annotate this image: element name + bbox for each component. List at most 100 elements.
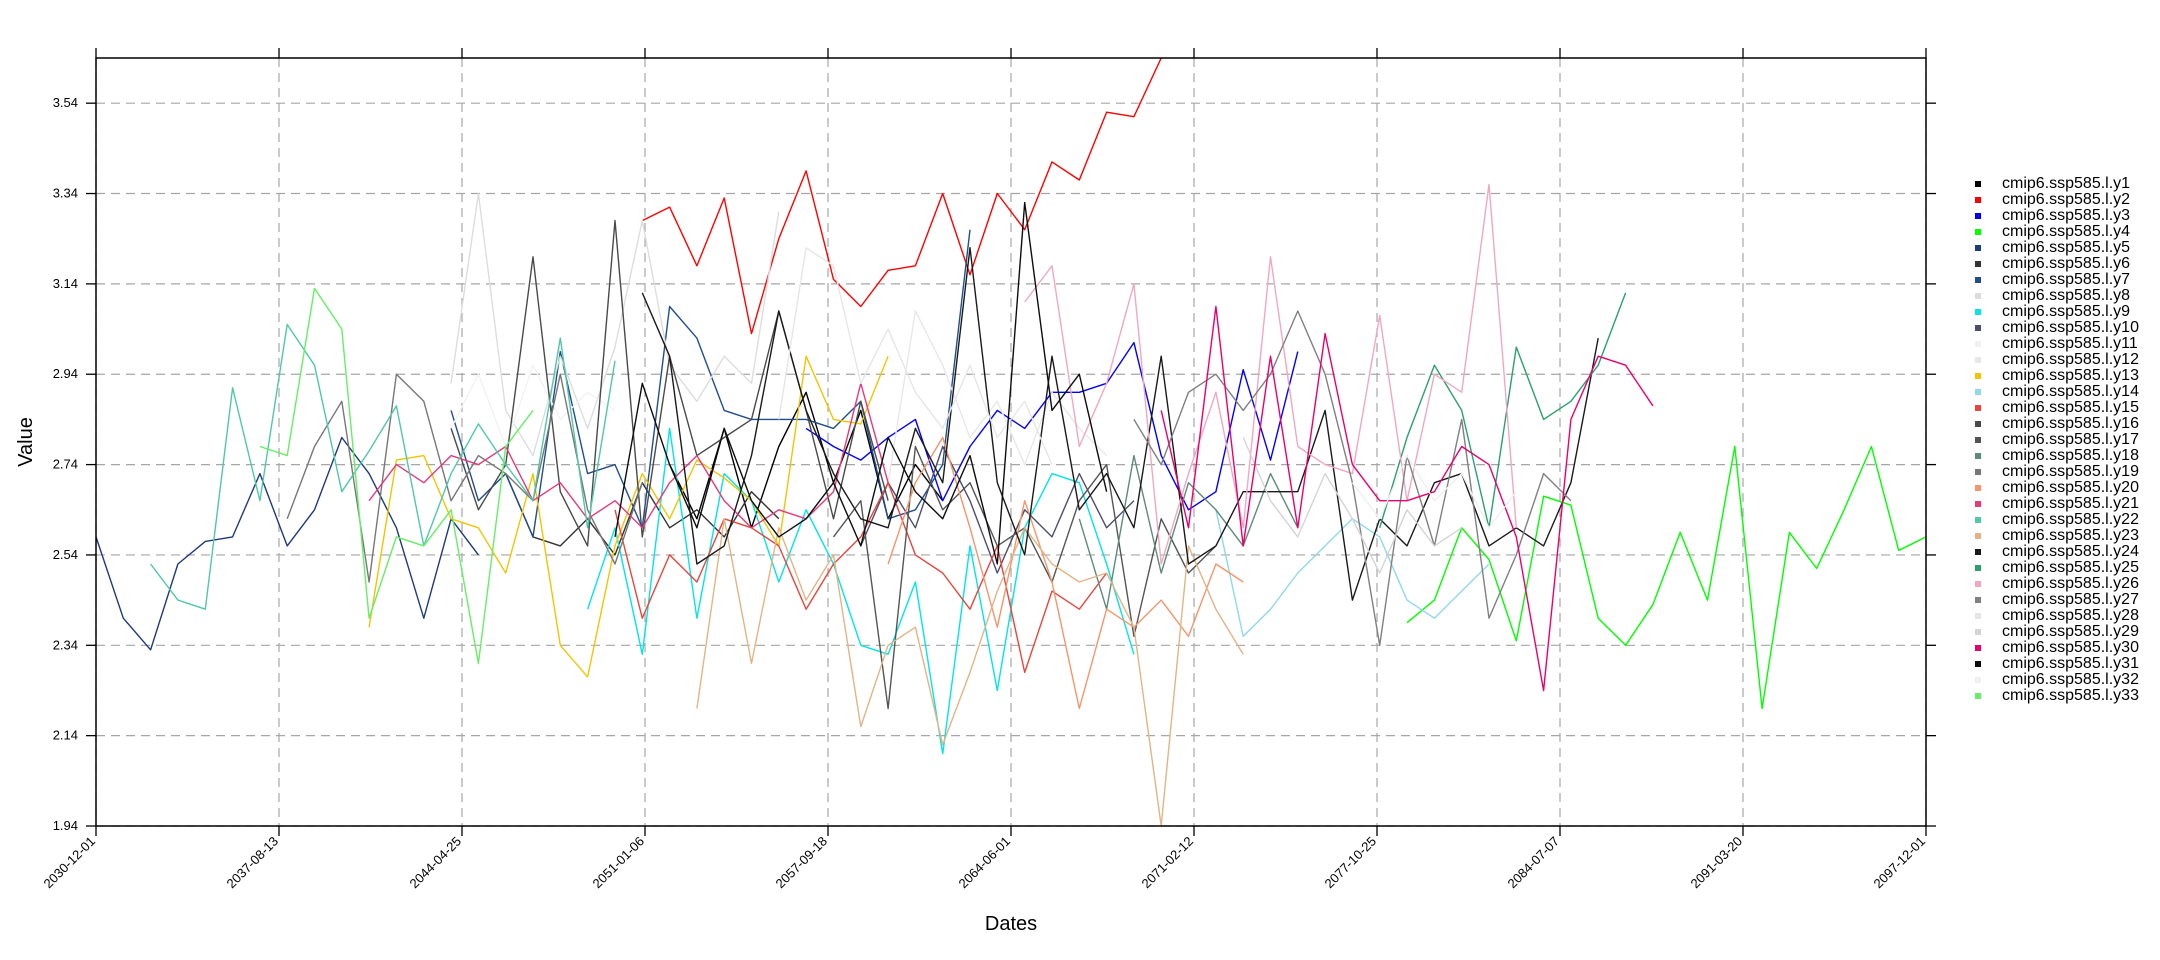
legend-swatch bbox=[1975, 501, 1981, 507]
legend-swatch bbox=[1975, 485, 1981, 491]
series-line-y32 bbox=[1351, 454, 1517, 529]
legend-swatch bbox=[1975, 405, 1981, 411]
legend-swatch bbox=[1975, 277, 1981, 283]
series-line-y20 bbox=[887, 436, 1244, 710]
legend-label: cmip6.ssp585.l.y8 bbox=[2002, 287, 2130, 304]
legend: cmip6.ssp585.l.y1cmip6.ssp585.l.y2cmip6.… bbox=[1975, 175, 2139, 704]
legend-label: cmip6.ssp585.l.y24 bbox=[2002, 543, 2139, 560]
legend-label: cmip6.ssp585.l.y5 bbox=[2002, 239, 2130, 256]
legend-swatch bbox=[1975, 453, 1981, 459]
legend-swatch bbox=[1975, 661, 1981, 667]
legend-label: cmip6.ssp585.l.y9 bbox=[2002, 303, 2130, 320]
legend-label: cmip6.ssp585.l.y18 bbox=[2002, 447, 2139, 464]
series-line-y2 bbox=[641, 58, 1162, 335]
series-line-y25 bbox=[1379, 292, 1627, 529]
legend-label: cmip6.ssp585.l.y15 bbox=[2002, 399, 2139, 416]
y-tick-label: 2.34 bbox=[53, 637, 78, 652]
y-tick-label: 1.94 bbox=[53, 818, 78, 833]
series-line-y30 bbox=[1160, 305, 1654, 692]
series-line-y8 bbox=[450, 192, 780, 457]
legend-label: cmip6.ssp585.l.y25 bbox=[2002, 559, 2139, 576]
legend-label: cmip6.ssp585.l.y6 bbox=[2002, 255, 2130, 272]
legend-swatch bbox=[1975, 677, 1981, 683]
legend-swatch bbox=[1975, 261, 1981, 267]
legend-label: cmip6.ssp585.l.y29 bbox=[2002, 623, 2139, 640]
legend-label: cmip6.ssp585.l.y32 bbox=[2002, 671, 2139, 688]
legend-label: cmip6.ssp585.l.y2 bbox=[2002, 191, 2130, 208]
legend-swatch bbox=[1975, 213, 1981, 219]
series-line-y33 bbox=[259, 287, 534, 665]
legend-swatch bbox=[1975, 229, 1981, 235]
legend-label: cmip6.ssp585.l.y3 bbox=[2002, 207, 2130, 224]
series-line-y19 bbox=[286, 373, 643, 583]
series-line-y13 bbox=[368, 355, 889, 678]
y-tick-label: 2.94 bbox=[53, 366, 78, 381]
x-axis-title: Dates bbox=[985, 913, 1037, 935]
legend-label: cmip6.ssp585.l.y10 bbox=[2002, 319, 2139, 336]
legend-label: cmip6.ssp585.l.y21 bbox=[2002, 495, 2139, 512]
legend-swatch bbox=[1975, 437, 1981, 443]
legend-swatch bbox=[1975, 309, 1981, 315]
legend-swatch bbox=[1975, 293, 1981, 299]
legend-swatch bbox=[1975, 645, 1981, 651]
legend-swatch bbox=[1975, 533, 1981, 539]
y-tick-label: 3.54 bbox=[53, 95, 78, 110]
legend-label: cmip6.ssp585.l.y11 bbox=[2002, 335, 2138, 352]
series-line-y28 bbox=[778, 246, 1053, 465]
legend-swatch bbox=[1975, 469, 1981, 475]
legend-swatch bbox=[1975, 693, 1981, 699]
legend-label: cmip6.ssp585.l.y12 bbox=[2002, 351, 2139, 368]
legend-swatch bbox=[1975, 341, 1981, 347]
series-line-y12 bbox=[887, 310, 1108, 483]
series-line-y31 bbox=[614, 201, 1108, 565]
y-axis-title: Value bbox=[15, 417, 37, 467]
legend-swatch bbox=[1975, 421, 1981, 427]
legend-swatch bbox=[1975, 389, 1981, 395]
legend-label: cmip6.ssp585.l.y19 bbox=[2002, 463, 2139, 480]
y-axis: 1.94 2.14 2.34 2.54 2.74 2.94 3.14 3.34 3.54 bbox=[53, 95, 1936, 833]
legend-label: cmip6.ssp585.l.y20 bbox=[2002, 479, 2139, 496]
series-line-y1 bbox=[668, 391, 944, 529]
legend-label: cmip6.ssp585.l.y31 bbox=[2002, 655, 2139, 672]
legend-label: cmip6.ssp585.l.y27 bbox=[2002, 591, 2139, 608]
series-line-y4 bbox=[1406, 445, 1926, 710]
legend-swatch bbox=[1975, 581, 1981, 587]
series-line-y5 bbox=[96, 436, 479, 651]
series-line-y10 bbox=[860, 445, 1135, 574]
y-tick-label: 2.74 bbox=[53, 457, 78, 472]
legend-swatch bbox=[1975, 245, 1981, 251]
series-line-y24 bbox=[641, 246, 1599, 601]
legend-swatch bbox=[1975, 549, 1981, 555]
legend-swatch bbox=[1975, 325, 1981, 331]
legend-swatch bbox=[1975, 629, 1981, 635]
y-tick-label: 3.34 bbox=[53, 186, 78, 201]
series-line-y22 bbox=[150, 323, 616, 610]
legend-label: cmip6.ssp585.l.y30 bbox=[2002, 639, 2139, 656]
legend-label: cmip6.ssp585.l.y1 bbox=[2002, 175, 2130, 192]
series-line-y23 bbox=[696, 518, 1244, 826]
legend-swatch bbox=[1975, 517, 1981, 523]
legend-swatch bbox=[1975, 373, 1981, 379]
legend-swatch bbox=[1975, 597, 1981, 603]
legend-label: cmip6.ssp585.l.y16 bbox=[2002, 415, 2139, 432]
legend-swatch bbox=[1975, 357, 1981, 363]
series-line-y11 bbox=[450, 364, 616, 448]
legend-label: cmip6.ssp585.l.y17 bbox=[2002, 431, 2139, 448]
series-line-y9 bbox=[586, 427, 1135, 755]
series-line-y15 bbox=[614, 482, 1108, 674]
legend-swatch bbox=[1975, 565, 1981, 571]
legend-label: cmip6.ssp585.l.y7 bbox=[2002, 271, 2130, 288]
y-tick-label: 2.14 bbox=[53, 728, 78, 743]
series-line-y21 bbox=[368, 382, 889, 529]
legend-label: cmip6.ssp585.l.y33 bbox=[2002, 687, 2139, 704]
legend-label: cmip6.ssp585.l.y26 bbox=[2002, 575, 2139, 592]
legend-label: cmip6.ssp585.l.y28 bbox=[2002, 607, 2139, 624]
series-line-y18 bbox=[1078, 454, 1299, 610]
series-line-y29 bbox=[1242, 437, 1463, 574]
legend-label: cmip6.ssp585.l.y4 bbox=[2002, 223, 2130, 240]
series-lines bbox=[96, 58, 1926, 826]
series-line-y26 bbox=[1024, 183, 1517, 565]
y-tick-label: 2.54 bbox=[53, 547, 78, 562]
vertical-gridlines bbox=[95, 58, 1927, 826]
